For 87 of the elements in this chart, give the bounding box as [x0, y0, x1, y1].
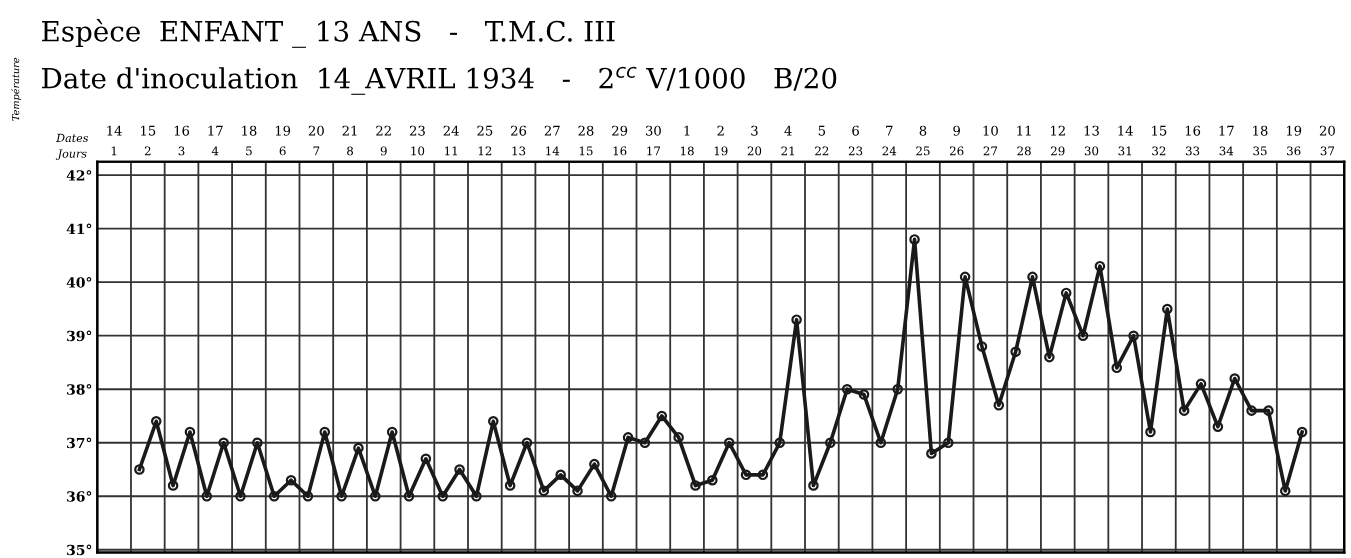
x2-tick-label: 4 [784, 125, 792, 136]
x2-tick-label: 11 [1017, 125, 1031, 136]
x-tick-label: 17 [647, 146, 661, 156]
x-tick-label: 31 [1118, 146, 1132, 156]
x-tick-label: 23 [848, 146, 863, 156]
y-axis-title: Température [11, 57, 22, 121]
y-tick-label: 36° [67, 491, 92, 502]
x-tick-label: 3 [178, 146, 185, 156]
x-tick-label: 2 [144, 146, 151, 156]
x2-tick-label: 22 [376, 125, 391, 136]
x-tick-label: 7 [313, 146, 320, 156]
x2-tick-label: 19 [1286, 125, 1302, 136]
x2-tick-label: 2 [717, 125, 724, 136]
x2-tick-label: 23 [409, 125, 425, 136]
x-tick-label: 36 [1287, 146, 1301, 156]
x-tick-label: 8 [347, 146, 353, 156]
x-tick-label: 18 [680, 146, 694, 156]
x2-tick-label: 20 [308, 125, 324, 136]
y-tick-label: 40° [66, 277, 92, 288]
x2-tick-label: 16 [1185, 125, 1201, 136]
x-tick-label: 5 [246, 146, 252, 156]
x2-tick-label: 26 [511, 125, 527, 136]
x-tick-label: 9 [380, 146, 387, 156]
x2-tick-label: 13 [1084, 125, 1099, 136]
x-tick-label: 35 [1253, 146, 1267, 156]
x2-tick-label: 3 [751, 125, 758, 136]
x2-tick-label: 20 [1319, 125, 1335, 136]
x-tick-label: 20 [747, 146, 762, 156]
x-axis-title: Jours [55, 149, 87, 160]
x-tick-label: 19 [714, 146, 728, 156]
x2-tick-label: 17 [208, 125, 223, 136]
x-tick-label: 33 [1185, 146, 1200, 156]
x2-tick-label: 1 [684, 125, 690, 136]
x-tick-label: 4 [211, 146, 219, 156]
x-tick-label: 13 [512, 146, 526, 156]
chart-subtitle: Date d'inoculation 14_AVRIL 1934 - 2$^{cc}$ V/1000 B/20 [42, 66, 837, 95]
y-tick-label: 39° [67, 330, 92, 342]
x2-tick-label: 17 [1219, 125, 1234, 136]
chart-title: Espèce ENFANT _ 13 ANS - T.M.C. III [42, 19, 615, 48]
y-tick-label: 41° [66, 223, 92, 234]
x-tick-label: 37 [1320, 146, 1335, 156]
x2-tick-label: 16 [174, 125, 190, 136]
x2-tick-label: 7 [886, 125, 893, 136]
x-tick-label: 26 [949, 146, 964, 156]
x2-tick-label: 9 [953, 125, 960, 136]
x2-tick-label: 12 [1050, 125, 1065, 136]
x-tick-label: 30 [1084, 146, 1099, 156]
x2-tick-label: 21 [342, 125, 357, 136]
x2-tick-label: 25 [477, 125, 493, 136]
x2-tick-label: 10 [983, 125, 998, 136]
x-tick-label: 34 [1219, 146, 1234, 156]
x-tick-label: 27 [983, 146, 998, 156]
x-tick-label: 21 [781, 146, 794, 156]
y-tick-label: 35° [67, 544, 92, 556]
x2-tick-label: 28 [578, 125, 594, 136]
x-tick-label: 28 [1017, 146, 1031, 156]
x2-tick-label: 27 [544, 125, 560, 136]
x-tick-label: 10 [411, 146, 425, 156]
x-tick-label: 25 [916, 146, 930, 156]
x-tick-label: 24 [882, 146, 897, 156]
y-tick-label: 37° [67, 437, 92, 449]
x2-tick-label: 8 [919, 125, 927, 136]
x2-tick-label: 18 [242, 125, 257, 136]
x2-tick-label: 14 [107, 125, 122, 136]
x2-tick-label: 18 [1253, 125, 1268, 136]
x2-tick-label: 5 [818, 125, 826, 136]
x-tick-label: 11 [445, 146, 457, 156]
x2-tick-label: 15 [141, 125, 156, 136]
x-tick-label: 15 [579, 146, 593, 156]
x2-tick-label: 30 [645, 125, 661, 136]
x-tick-label: 14 [546, 146, 560, 156]
x-tick-label: 22 [815, 146, 829, 156]
x-tick-label: 16 [613, 146, 627, 156]
x-tick-label: 12 [478, 146, 492, 156]
y-tick-label: 38° [67, 384, 92, 395]
y-tick-label: 42° [66, 170, 92, 181]
x2-tick-label: 6 [852, 125, 859, 136]
x-tick-label: 32 [1152, 146, 1166, 156]
x2-tick-label: 29 [612, 125, 628, 136]
x2-tick-label: 24 [443, 125, 459, 136]
x2-tick-label: 14 [1118, 125, 1133, 136]
x-tick-label: 29 [1051, 146, 1065, 156]
x-tick-label: 6 [279, 146, 286, 156]
x-tick-label: 1 [111, 146, 117, 156]
x2-tick-label: 19 [275, 125, 291, 136]
x2-axis-title: Dates [56, 133, 89, 143]
x2-tick-label: 15 [1152, 125, 1167, 136]
